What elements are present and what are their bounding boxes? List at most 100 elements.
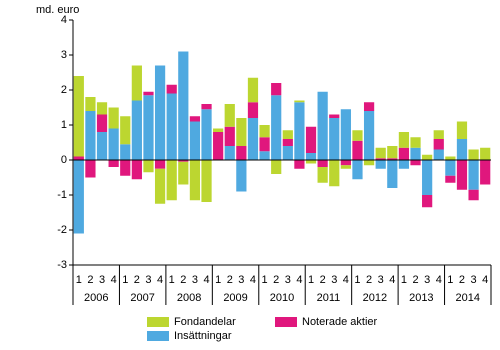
- legend-swatch: [147, 331, 169, 341]
- bar-segment: [166, 93, 177, 160]
- x-tick-label: 2: [273, 274, 279, 286]
- bar-segment: [108, 160, 119, 167]
- year-label: 2007: [130, 292, 154, 304]
- bar-segment: [131, 100, 142, 160]
- x-tick-label: 2: [366, 274, 372, 286]
- x-tick-label: 1: [122, 274, 128, 286]
- bar-segment: [282, 139, 293, 146]
- x-tick-label: 3: [378, 274, 384, 286]
- bar-segment: [294, 160, 305, 169]
- bar-segment: [96, 102, 108, 115]
- bar-segment: [305, 160, 317, 164]
- bar-segment: [154, 168, 166, 204]
- bar-segment: [201, 160, 212, 202]
- bar-segment: [375, 147, 386, 159]
- x-tick-label: 1: [447, 274, 453, 286]
- bar-segment: [317, 167, 328, 183]
- x-tick-label: 3: [192, 274, 198, 286]
- bar-segment: [224, 104, 235, 127]
- year-label: 2012: [363, 292, 387, 304]
- bar-segment: [445, 160, 456, 176]
- bar-segment: [247, 102, 259, 118]
- x-tick-label: 2: [320, 274, 326, 286]
- bar-segment: [363, 102, 375, 111]
- x-tick-label: 2: [227, 274, 233, 286]
- bar-segment: [259, 151, 270, 160]
- x-tick-label: 4: [203, 274, 209, 286]
- bar-segment: [340, 109, 351, 160]
- year-label: 2010: [270, 292, 294, 304]
- x-tick-label: 4: [296, 274, 302, 286]
- x-tick-label: 2: [459, 274, 465, 286]
- legend-label: Fondandelar: [174, 316, 236, 328]
- bar-segment: [96, 132, 108, 160]
- bar-segment: [387, 160, 398, 188]
- bar-segment: [375, 158, 386, 160]
- bar-segment: [178, 161, 189, 185]
- bar-segment: [259, 125, 270, 138]
- x-tick-label: 1: [76, 274, 82, 286]
- x-tick-label: 3: [285, 274, 291, 286]
- bar-segment: [247, 77, 259, 103]
- bar-segment: [329, 118, 340, 160]
- bar-segment: [247, 118, 259, 160]
- y-tick-label: 1: [61, 119, 67, 131]
- bar-segment: [294, 100, 305, 103]
- bar-segment: [213, 128, 224, 132]
- bar-segment: [236, 146, 247, 160]
- y-tick-label: 0: [61, 154, 67, 166]
- x-tick-label: 3: [99, 274, 105, 286]
- legend-label: Noterade aktier: [302, 316, 378, 328]
- bar-segment: [120, 160, 131, 176]
- bar-segment: [387, 158, 398, 160]
- bar-segment: [456, 121, 468, 139]
- bar-segment: [468, 149, 479, 160]
- bar-segment: [422, 160, 433, 195]
- bar-segment: [108, 128, 119, 160]
- bar-segment: [224, 126, 235, 146]
- bar-segment: [73, 76, 84, 157]
- legend-label: Insättningar: [174, 330, 232, 342]
- bar-segment: [236, 118, 247, 146]
- bar-segment: [352, 160, 363, 180]
- y-axis-label: md. euro: [36, 4, 79, 16]
- bar-segment: [352, 140, 363, 160]
- year-label: 2008: [177, 292, 201, 304]
- x-tick-label: 1: [354, 274, 360, 286]
- bar-segment: [282, 130, 293, 139]
- legend-swatch: [275, 317, 297, 327]
- year-label: 2006: [84, 292, 108, 304]
- bar-segment: [329, 114, 340, 118]
- year-label: 2014: [456, 292, 480, 304]
- y-tick-label: -1: [57, 189, 67, 201]
- bar-segment: [480, 147, 491, 160]
- bar-segment: [120, 144, 131, 160]
- bar-segment: [352, 130, 363, 141]
- bar-segment: [445, 156, 456, 160]
- bar-segment: [422, 195, 433, 208]
- x-tick-label: 1: [169, 274, 175, 286]
- y-tick-label: -3: [57, 259, 67, 271]
- bar-segment: [120, 116, 131, 145]
- y-tick-label: 4: [61, 14, 67, 26]
- bar-segment: [201, 109, 212, 160]
- bar-segment: [456, 139, 468, 160]
- year-label: 2011: [317, 292, 341, 304]
- bar-segment: [131, 160, 142, 180]
- bar-segment: [398, 147, 410, 160]
- bar-segment: [85, 111, 96, 160]
- bar-segment: [85, 97, 96, 111]
- x-tick-label: 4: [157, 274, 163, 286]
- bar-segment: [398, 160, 410, 169]
- bar-segment: [96, 114, 108, 132]
- bar-segment: [398, 132, 410, 148]
- bar-segment: [305, 153, 317, 160]
- x-tick-label: 4: [250, 274, 256, 286]
- bar-segment: [422, 154, 433, 160]
- y-tick-label: 2: [61, 84, 67, 96]
- x-tick-label: 2: [180, 274, 186, 286]
- bar-segment: [340, 160, 351, 166]
- bar-segment: [201, 104, 212, 110]
- bar-segment: [131, 65, 142, 101]
